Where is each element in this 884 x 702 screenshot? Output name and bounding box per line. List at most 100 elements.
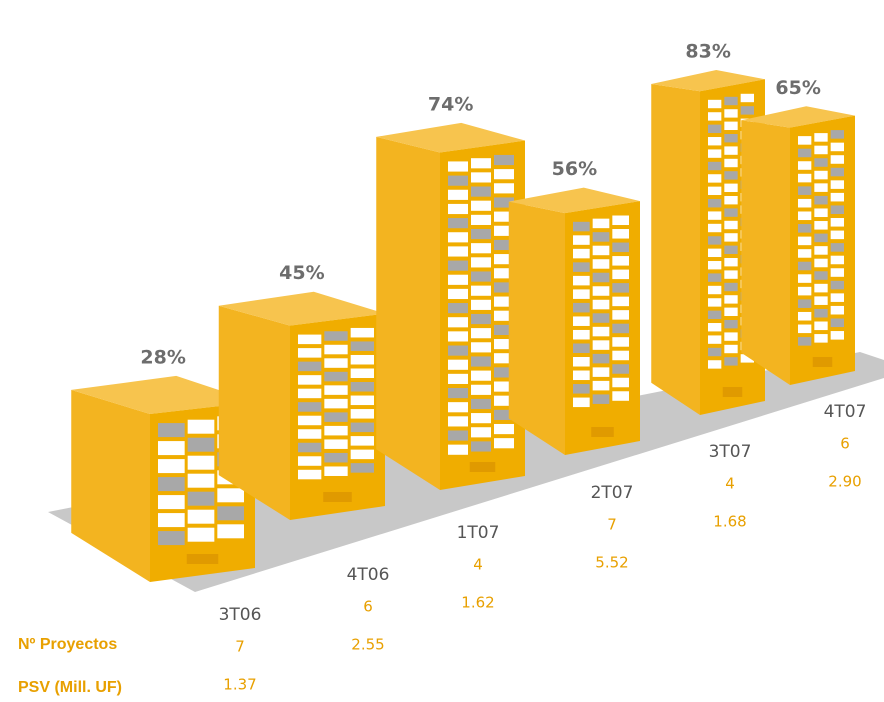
window [798, 161, 812, 170]
window [814, 334, 828, 343]
window [612, 350, 629, 361]
window [573, 384, 590, 394]
window [217, 524, 244, 539]
window [592, 286, 610, 296]
window [830, 243, 844, 252]
value-label: 74% [428, 93, 473, 115]
building-roof [71, 375, 255, 414]
window [814, 170, 828, 180]
window [724, 196, 738, 205]
window [298, 388, 322, 399]
window [612, 364, 629, 374]
window [573, 329, 590, 340]
window [494, 211, 514, 222]
window [708, 223, 722, 233]
building-roof [508, 187, 640, 214]
building [376, 122, 525, 491]
window [612, 377, 629, 388]
window [724, 307, 738, 317]
window [612, 256, 629, 266]
window [494, 324, 514, 336]
window [814, 258, 828, 268]
value-label: 45% [279, 262, 324, 284]
row-name: Nº Proyectos [18, 636, 117, 653]
window [448, 359, 468, 370]
window [350, 395, 374, 406]
window [324, 412, 348, 422]
window [724, 282, 738, 292]
window [158, 459, 185, 474]
window [494, 423, 514, 435]
window [494, 409, 514, 420]
window [708, 347, 722, 357]
window [158, 441, 185, 456]
window [448, 288, 468, 300]
window [573, 357, 590, 367]
door [469, 462, 496, 472]
window [830, 205, 844, 215]
window [471, 299, 491, 310]
door [812, 357, 833, 367]
window [814, 283, 828, 293]
window [708, 335, 722, 344]
window [350, 327, 374, 338]
window [830, 230, 844, 240]
category-label: 3T06 [219, 605, 262, 625]
window [798, 337, 812, 346]
window [471, 342, 491, 353]
window [724, 220, 738, 230]
row-value: 1.68 [713, 513, 746, 531]
window [324, 371, 348, 382]
window [592, 353, 610, 364]
window [324, 358, 348, 368]
window [350, 409, 374, 419]
window [708, 261, 722, 270]
window [798, 249, 812, 258]
window [740, 93, 754, 103]
window [612, 337, 629, 347]
window [573, 370, 590, 381]
window [592, 245, 610, 256]
window [830, 268, 844, 277]
row-value: 7 [235, 638, 245, 656]
window [708, 273, 722, 282]
window [350, 422, 374, 433]
window [814, 221, 828, 230]
window [798, 148, 812, 158]
window [573, 343, 590, 353]
window [298, 469, 322, 480]
floor-cut [0, 592, 195, 702]
window [494, 395, 514, 406]
window [187, 509, 215, 524]
window [612, 215, 629, 226]
window [298, 442, 322, 453]
building-side [651, 84, 700, 415]
window [350, 341, 374, 351]
window [471, 356, 491, 367]
window [471, 328, 491, 339]
row-value: 5.52 [595, 554, 628, 572]
window [798, 274, 812, 283]
building-side [218, 305, 290, 520]
door [323, 492, 352, 502]
window [708, 310, 722, 320]
window [471, 228, 491, 240]
window [448, 430, 468, 441]
window [448, 189, 468, 200]
row-value: 2.90 [828, 473, 861, 491]
window [471, 186, 491, 197]
window [798, 311, 812, 321]
window [612, 296, 629, 307]
window [494, 310, 514, 321]
window [798, 324, 812, 334]
window [448, 232, 468, 243]
window [298, 375, 322, 385]
window [471, 313, 491, 325]
window [573, 397, 590, 408]
window [708, 99, 722, 109]
window [798, 286, 812, 296]
window [830, 331, 844, 340]
window [724, 109, 738, 118]
window [494, 169, 514, 180]
window [217, 488, 244, 503]
